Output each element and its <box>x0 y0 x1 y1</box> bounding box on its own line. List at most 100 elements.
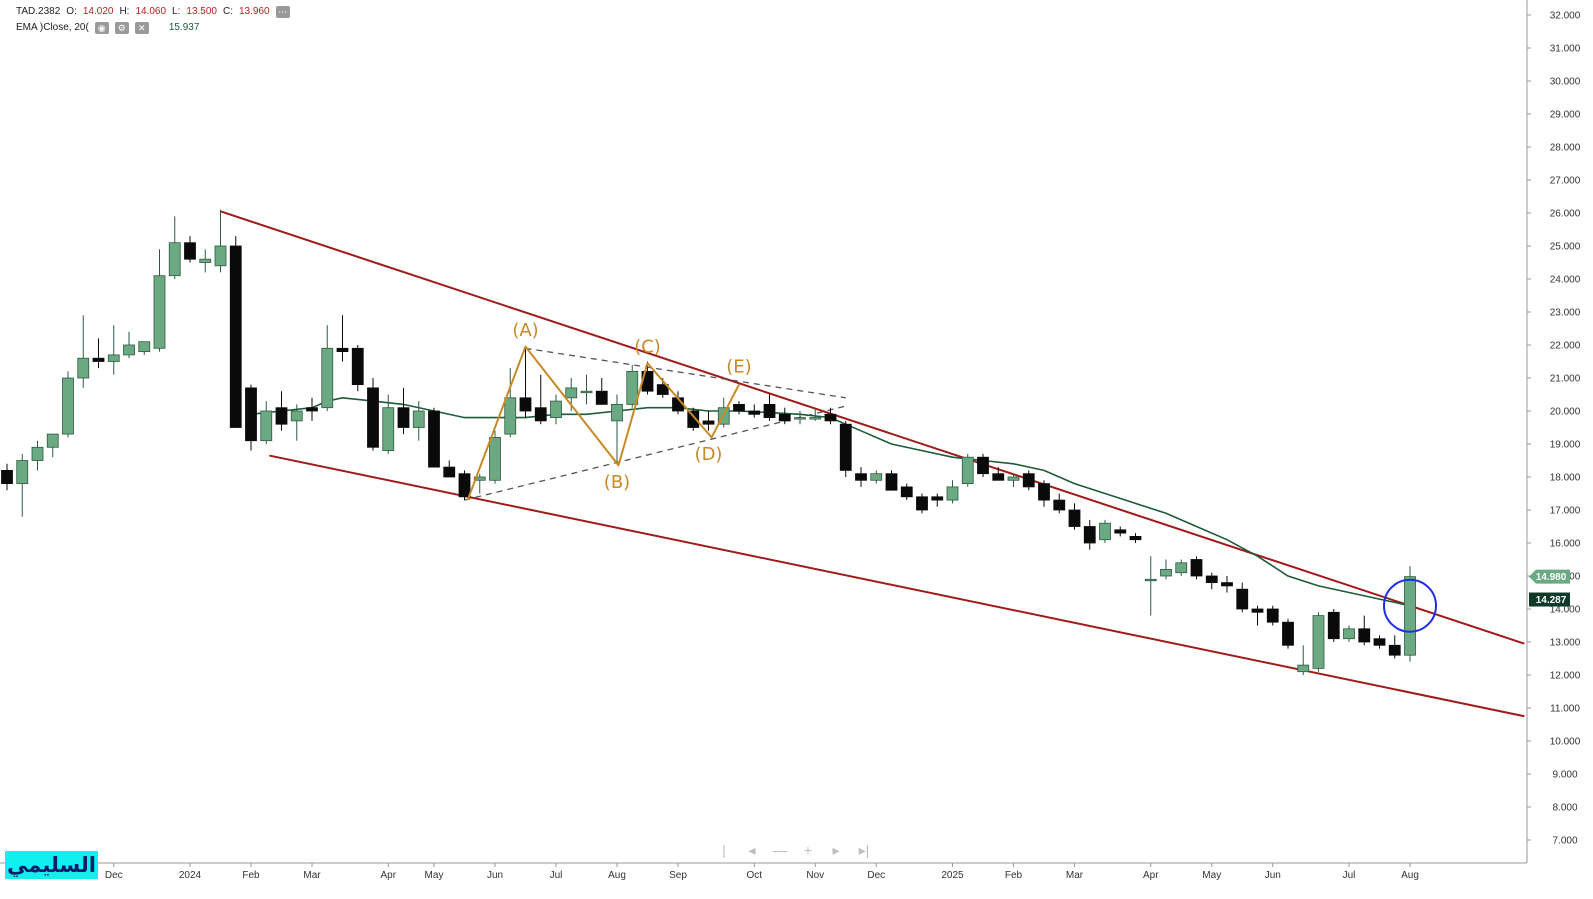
candle-body <box>443 466 456 478</box>
price-label-box <box>1529 592 1570 607</box>
candle-body <box>31 446 44 461</box>
y-tick-label: 22.000 <box>1550 341 1581 352</box>
ellipsis-icon[interactable]: ⋯ <box>275 6 290 18</box>
eye-icon[interactable]: ◉ <box>94 22 109 34</box>
candle <box>1160 559 1172 580</box>
candle <box>839 420 852 477</box>
y-tick-label: 9.000 <box>1552 770 1577 781</box>
next-icon[interactable]: ▸ <box>832 842 840 858</box>
candle-body <box>519 397 532 412</box>
prev-icon[interactable]: ◂ <box>748 842 756 858</box>
last-page-icon[interactable]: ▸| <box>858 842 870 858</box>
x-tick-label: Jul <box>1343 870 1356 881</box>
open-label: O: <box>66 6 77 17</box>
y-tick-label: 23.000 <box>1550 308 1581 319</box>
candle-body <box>1205 575 1218 583</box>
candle-body <box>1083 526 1096 544</box>
candle-body <box>839 423 852 471</box>
candle <box>382 394 395 454</box>
candle <box>168 216 181 279</box>
candle <box>489 430 501 484</box>
candle-body <box>1144 578 1157 582</box>
candle <box>824 407 837 425</box>
x-tick-label: Sep <box>669 870 687 881</box>
ema-line <box>250 396 1411 607</box>
candle-body <box>1236 588 1249 610</box>
candle-body <box>534 407 547 422</box>
candle <box>1068 503 1081 530</box>
candle-body <box>1053 499 1066 511</box>
candle-body <box>489 436 501 481</box>
candle <box>1053 493 1066 514</box>
x-tick-label: Aug <box>608 870 626 881</box>
candle-body <box>290 410 303 422</box>
zoom-out-icon[interactable]: — <box>773 842 787 858</box>
low-value: 13.500 <box>186 6 217 17</box>
candle <box>138 341 151 355</box>
gear-icon[interactable]: ⚙ <box>114 22 129 34</box>
candle <box>900 483 913 501</box>
candle-body <box>168 242 181 277</box>
y-tick-label: 10.000 <box>1550 737 1581 748</box>
candle-body <box>687 410 700 428</box>
candle-body <box>1007 476 1020 481</box>
candle <box>1083 519 1096 550</box>
x-tick-label: Nov <box>806 870 824 881</box>
candle-body <box>1251 608 1264 613</box>
candle <box>1114 526 1127 537</box>
candle-body <box>123 344 135 356</box>
y-tick-label: 20.000 <box>1550 407 1581 418</box>
candle-body <box>382 407 395 452</box>
wave-pattern <box>466 345 740 501</box>
first-page-icon[interactable]: | <box>722 842 726 858</box>
candle-body <box>611 403 623 422</box>
candle-body <box>870 473 883 481</box>
candle-body <box>1358 628 1371 643</box>
candle-body <box>1312 615 1325 669</box>
candle <box>1144 556 1157 616</box>
candle <box>626 364 639 408</box>
candle-body <box>138 341 151 353</box>
candle <box>123 331 135 359</box>
candle <box>1099 519 1111 543</box>
candle-body <box>1175 562 1188 574</box>
candle-body <box>260 410 273 442</box>
candle <box>519 348 532 418</box>
candle-body <box>1297 664 1310 673</box>
candle <box>46 433 59 458</box>
x-tick-label: Dec <box>867 870 885 881</box>
candle-body <box>321 347 334 409</box>
zoom-in-icon[interactable]: + <box>803 842 813 858</box>
candle-body <box>1266 608 1279 623</box>
candle-body <box>931 496 944 501</box>
candle <box>153 249 166 352</box>
close-icon[interactable]: ✕ <box>134 22 149 34</box>
candle <box>1282 618 1294 649</box>
candle-body <box>1282 621 1294 646</box>
candle <box>794 411 806 425</box>
candle <box>550 394 562 425</box>
candle-body <box>778 413 791 422</box>
candle-body <box>473 476 486 481</box>
candle <box>778 407 791 425</box>
x-tick-label: Aug <box>1401 870 1419 881</box>
candle-body <box>92 357 105 362</box>
candle <box>611 394 623 464</box>
candle-body <box>1343 628 1355 640</box>
candle <box>1022 470 1035 491</box>
candle-body <box>1160 569 1172 577</box>
candle-body <box>351 347 364 385</box>
y-tick-label: 17.000 <box>1550 506 1581 517</box>
candle <box>16 453 29 517</box>
price-label-text: 14.287 <box>1536 595 1567 606</box>
candle <box>92 338 105 369</box>
wave-label: (A) <box>512 320 538 341</box>
candle <box>855 467 867 487</box>
candle-body <box>550 400 562 419</box>
y-tick-label: 28.000 <box>1550 143 1581 154</box>
wave-label: (C) <box>634 337 661 358</box>
candle <box>1038 480 1050 507</box>
y-tick-label: 12.000 <box>1550 671 1581 682</box>
